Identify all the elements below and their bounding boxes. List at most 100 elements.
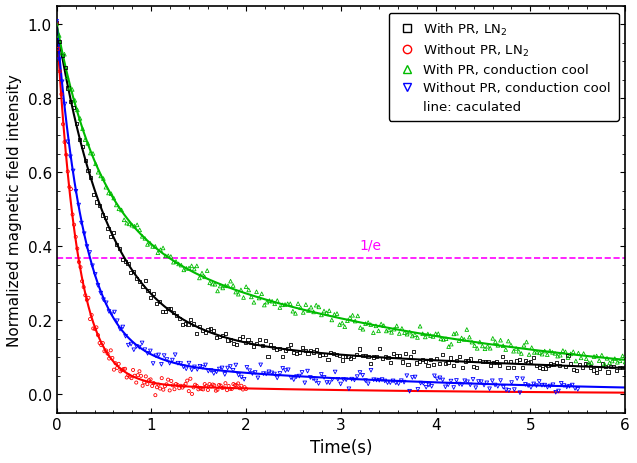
With PR, LN$_2$ (617, 364, 627, 371)
With PR, LN$_2$ (115, 245, 125, 253)
With PR, LN$_2$ (429, 361, 439, 368)
With PR, LN$_2$ (469, 363, 479, 370)
Without PR, LN$_2$ (61, 152, 71, 159)
With PR, LN$_2$ (329, 350, 339, 357)
With PR, LN$_2$ (106, 234, 116, 241)
Without PR, conduction cool (267, 369, 277, 377)
With PR, conduction cool (233, 291, 243, 298)
With PR, LN$_2$ (231, 341, 241, 349)
With PR, LN$_2$ (423, 362, 433, 369)
Without PR, LN$_2$ (195, 384, 205, 392)
With PR, conduction cool (615, 357, 625, 365)
Without PR, conduction cool (269, 370, 280, 378)
With PR, conduction cool (64, 85, 75, 93)
With PR, LN$_2$ (377, 355, 387, 362)
With PR, LN$_2$ (89, 191, 99, 199)
Without PR, conduction cool (154, 351, 164, 359)
Without PR, LN$_2$ (158, 386, 168, 394)
Without PR, LN$_2$ (240, 384, 250, 391)
With PR, LN$_2$ (566, 360, 576, 368)
With PR, LN$_2$ (280, 347, 290, 354)
With PR, conduction cool (57, 50, 67, 58)
With PR, conduction cool (329, 311, 340, 319)
Without PR, conduction cool (82, 243, 92, 250)
Without PR, conduction cool (352, 373, 362, 381)
With PR, conduction cool (218, 285, 228, 292)
With PR, LN$_2$ (206, 325, 216, 333)
With PR, LN$_2$ (580, 360, 590, 368)
Without PR, conduction cool (410, 374, 420, 381)
With PR, conduction cool (173, 261, 183, 268)
With PR, LN$_2$ (97, 212, 108, 219)
With PR, conduction cool (586, 359, 596, 366)
With PR, conduction cool (140, 235, 150, 243)
With PR, conduction cool (52, 21, 62, 29)
With PR, conduction cool (488, 335, 498, 342)
Without PR, LN$_2$ (87, 312, 97, 319)
Without PR, conduction cool (90, 271, 100, 279)
With PR, conduction cool (319, 307, 329, 315)
With PR, conduction cool (83, 140, 93, 148)
Without PR, conduction cool (120, 333, 131, 340)
Without PR, conduction cool (156, 361, 166, 368)
Without PR, conduction cool (424, 382, 434, 389)
With PR, LN$_2$ (497, 353, 508, 360)
With PR, conduction cool (412, 334, 422, 341)
With PR, LN$_2$ (315, 352, 325, 359)
Without PR, LN$_2$ (144, 377, 154, 384)
With PR, LN$_2$ (223, 337, 233, 344)
Without PR, conduction cool (250, 369, 261, 376)
Without PR, conduction cool (390, 379, 401, 387)
With PR, conduction cool (550, 350, 560, 357)
Without PR, conduction cool (454, 381, 464, 388)
With PR, conduction cool (602, 355, 612, 362)
With PR, LN$_2$ (563, 352, 573, 360)
With PR, LN$_2$ (334, 352, 345, 359)
Without PR, LN$_2$ (55, 69, 65, 76)
Without PR, LN$_2$ (177, 384, 187, 391)
Without PR, conduction cool (363, 380, 373, 388)
With PR, conduction cool (583, 359, 594, 367)
Without PR, conduction cool (452, 377, 462, 384)
Without PR, conduction cool (490, 382, 500, 389)
With PR, LN$_2$ (75, 137, 85, 144)
With PR, conduction cool (247, 294, 257, 301)
With PR, LN$_2$ (614, 363, 624, 371)
With PR, conduction cool (213, 288, 223, 295)
Without PR, LN$_2$ (118, 365, 129, 373)
Without PR, conduction cool (382, 379, 392, 387)
Without PR, conduction cool (319, 374, 329, 381)
With PR, LN$_2$ (598, 361, 608, 368)
With PR, conduction cool (231, 289, 241, 296)
With PR, LN$_2$ (71, 120, 82, 128)
With PR, LN$_2$ (131, 275, 141, 283)
With PR, conduction cool (355, 324, 366, 332)
Without PR, LN$_2$ (176, 382, 186, 390)
With PR, LN$_2$ (540, 364, 550, 372)
With PR, LN$_2$ (134, 278, 145, 286)
Without PR, conduction cool (498, 384, 508, 391)
With PR, conduction cool (480, 345, 490, 353)
With PR, conduction cool (75, 115, 85, 123)
Without PR, LN$_2$ (58, 121, 68, 129)
Without PR, conduction cool (509, 386, 519, 394)
With PR, LN$_2$ (263, 353, 273, 360)
With PR, LN$_2$ (146, 294, 156, 302)
With PR, conduction cool (103, 190, 113, 197)
With PR, conduction cool (617, 352, 627, 360)
With PR, conduction cool (363, 319, 373, 326)
Without PR, conduction cool (440, 383, 450, 391)
With PR, conduction cool (327, 317, 337, 324)
With PR, conduction cool (132, 222, 142, 229)
Without PR, LN$_2$ (123, 372, 133, 379)
With PR, conduction cool (298, 309, 308, 316)
With PR, conduction cool (605, 359, 615, 367)
Without PR, conduction cool (106, 311, 117, 318)
With PR, LN$_2$ (548, 361, 559, 368)
With PR, conduction cool (469, 342, 480, 350)
Without PR, LN$_2$ (211, 387, 221, 394)
With PR, LN$_2$ (169, 309, 179, 317)
With PR, LN$_2$ (297, 344, 308, 352)
With PR, LN$_2$ (389, 350, 399, 358)
With PR, conduction cool (420, 333, 431, 341)
